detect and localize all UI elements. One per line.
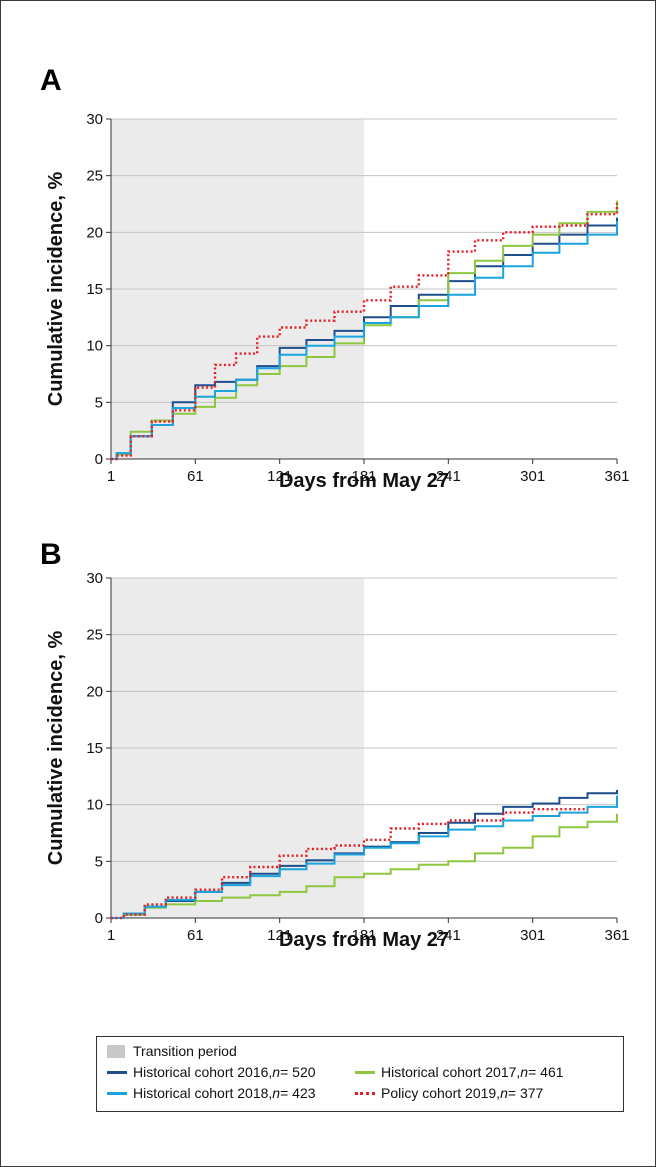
legend-count-2017: = 461 — [528, 1064, 564, 1080]
panel-a-series-2 — [111, 221, 618, 460]
panel-a-x-tick-label: 361 — [604, 468, 629, 485]
legend-n-2018: n — [272, 1085, 281, 1101]
panel-b-x-tick-label: 241 — [436, 927, 461, 944]
panel-a-y-tick-label: 20 — [86, 224, 103, 241]
panel-b-y-tick-label: 30 — [86, 570, 103, 587]
panel-b-series-1 — [111, 813, 618, 919]
panel-b-y-tick-label: 25 — [86, 627, 103, 644]
legend-label-2019: Policy cohort 2019, — [381, 1085, 501, 1101]
panel-a-x-tick-label: 1 — [107, 468, 115, 485]
panel-a-x-tick-label: 121 — [267, 468, 292, 485]
panel-a-series-3 — [111, 202, 619, 461]
legend-label-2018: Historical cohort 2018, — [133, 1085, 273, 1101]
legend-swatch-2019 — [355, 1091, 375, 1095]
panel-a-x-axis-title: Days from May 27 — [279, 470, 449, 492]
panel-b-y-tick-label: 10 — [86, 797, 103, 814]
legend-count-2019: = 377 — [507, 1085, 544, 1101]
panel-b-x-tick-label: 361 — [604, 927, 629, 944]
panel-a-y-tick-label: 25 — [86, 168, 103, 185]
legend-item-2016: Historical cohort 2016, n = 520 — [107, 1064, 316, 1080]
panel-a-x-tick-label: 61 — [187, 468, 204, 485]
panel-b-series-2 — [111, 795, 618, 919]
panel-b-x-tick-label: 1 — [107, 927, 115, 944]
panel-b-x-tick-label: 181 — [351, 927, 376, 944]
panel-a-x-tick-label: 181 — [351, 468, 376, 485]
legend-label-2017: Historical cohort 2017, — [381, 1064, 521, 1080]
legend-label-transition: Transition period — [133, 1043, 237, 1059]
panel-b-y-axis-title: Cumulative incidence, % — [45, 631, 67, 866]
panel-b-y-tick-label: 0 — [95, 910, 103, 927]
legend-n-2016: n — [272, 1064, 281, 1080]
legend-swatch-2016 — [107, 1070, 127, 1074]
panel-b-y-tick-label: 20 — [86, 683, 103, 700]
panel-a-y-tick-label: 0 — [95, 451, 103, 468]
legend-n-2019: n — [500, 1085, 508, 1101]
legend-swatch-2017 — [355, 1070, 375, 1074]
panel-a-x-tick-label: 301 — [520, 468, 545, 485]
panel-b-letter: B — [40, 538, 62, 571]
legend-count-2018: = 423 — [280, 1085, 316, 1101]
legend-swatch-2018 — [107, 1091, 127, 1095]
legend-item-2017: Historical cohort 2017, n = 461 — [355, 1064, 564, 1080]
panel-a-y-tick-label: 30 — [86, 111, 103, 128]
chart-legend: Transition period Historical cohort 2016… — [96, 1036, 624, 1112]
panel-a-y-tick-label: 15 — [86, 281, 103, 298]
panel-a-y-axis-title: Cumulative incidence, % — [45, 172, 67, 407]
panel-b-x-tick-label: 61 — [187, 927, 204, 944]
legend-item-2019: Policy cohort 2019, n = 377 — [355, 1085, 543, 1101]
panel-b-x-tick-label: 121 — [267, 927, 292, 944]
panel-a-y-tick-label: 10 — [86, 338, 103, 355]
panel-a-x-tick-label: 241 — [436, 468, 461, 485]
legend-count-2016: = 520 — [280, 1064, 316, 1080]
legend-item-2018: Historical cohort 2018, n = 423 — [107, 1085, 316, 1101]
panel-b-x-axis-title: Days from May 27 — [279, 929, 449, 951]
panel-b-y-tick-label: 5 — [95, 853, 103, 870]
legend-label-2016: Historical cohort 2016, — [133, 1064, 273, 1080]
legend-swatch-transition — [107, 1044, 125, 1058]
panel-a-y-tick-label: 5 — [95, 394, 103, 411]
panel-b-y-tick-label: 15 — [86, 740, 103, 757]
legend-item-transition: Transition period — [107, 1043, 237, 1059]
panel-a-letter: A — [40, 64, 62, 97]
panel-b-x-tick-label: 301 — [520, 927, 545, 944]
legend-n-2017: n — [520, 1064, 529, 1080]
